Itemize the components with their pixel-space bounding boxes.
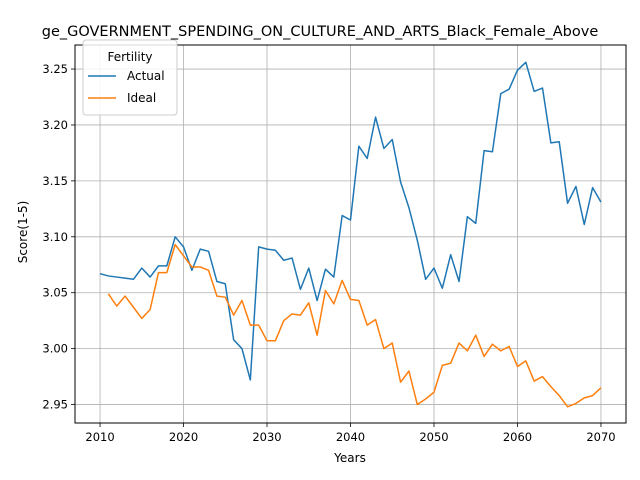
legend-label-actual: Actual — [127, 69, 165, 83]
x-tick-label: 2020 — [169, 430, 198, 444]
x-tick-label: 2070 — [586, 430, 615, 444]
y-tick-label: 3.10 — [42, 230, 68, 244]
x-tick-label: 2010 — [85, 430, 114, 444]
legend-box — [82, 39, 178, 116]
x-tick-label: 2040 — [336, 430, 365, 444]
y-tick-label: 2.95 — [42, 398, 68, 412]
x-tick-label: 2030 — [252, 430, 281, 444]
y-axis-ticks: 2.95 3.00 3.05 3.10 3.15 3.20 3.25 — [42, 62, 75, 412]
series-lines — [99, 61, 602, 408]
y-tick-label: 3.15 — [42, 174, 68, 188]
x-axis-ticks: 2010 2020 2030 2040 2050 2060 2070 — [85, 423, 616, 444]
legend: Fertility Actual Ideal — [82, 39, 178, 116]
x-axis-label: Years — [333, 451, 366, 465]
legend-label-ideal: Ideal — [127, 91, 156, 105]
chart-title: ge_GOVERNMENT_SPENDING_ON_CULTURE_AND_AR… — [42, 24, 599, 40]
series-line-ideal — [107, 243, 602, 408]
y-tick-label: 3.05 — [42, 286, 68, 300]
legend-title: Fertility — [107, 50, 152, 64]
y-tick-label: 3.20 — [42, 118, 68, 132]
x-tick-label: 2050 — [419, 430, 448, 444]
series-line-actual — [99, 61, 602, 381]
y-tick-label: 3.25 — [42, 62, 68, 76]
y-tick-label: 3.00 — [42, 342, 68, 356]
y-axis-label: Score(1-5) — [16, 201, 30, 264]
grid-lines — [75, 45, 626, 423]
x-tick-label: 2060 — [503, 430, 532, 444]
